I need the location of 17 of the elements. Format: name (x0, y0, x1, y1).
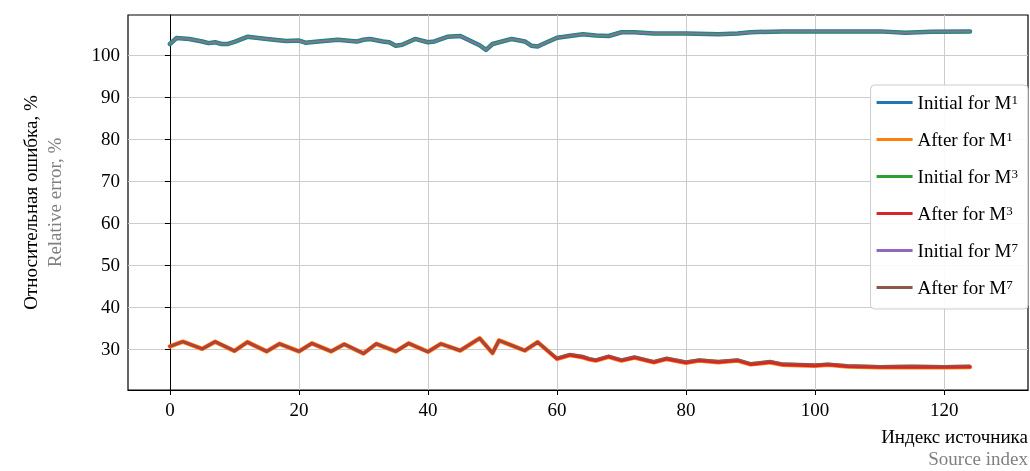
y-tick-label: 50 (101, 254, 120, 276)
x-tick-label: 0 (165, 399, 175, 420)
y-tick-label: 70 (101, 170, 120, 192)
x-tick-label: 40 (418, 399, 438, 420)
x-axis-title: Индекс источника Source index (881, 426, 1029, 469)
x-tick-label: 20 (289, 399, 309, 420)
x-tick-label: 60 (547, 399, 567, 420)
y-tick-label: 30 (101, 338, 120, 360)
y-tick-label: 80 (101, 128, 120, 150)
y-tick-label: 100 (91, 44, 120, 66)
x-tick-label: 100 (800, 399, 830, 420)
x-tick-label: 120 (929, 399, 959, 420)
y-tick-label: 40 (101, 296, 120, 318)
x-tick-label: 80 (676, 399, 696, 420)
y-tick-label: 60 (101, 212, 120, 234)
y-tick-label: 90 (101, 86, 120, 108)
y-axis-title: Относительная ошибка, % Relative error, % (19, 95, 65, 310)
